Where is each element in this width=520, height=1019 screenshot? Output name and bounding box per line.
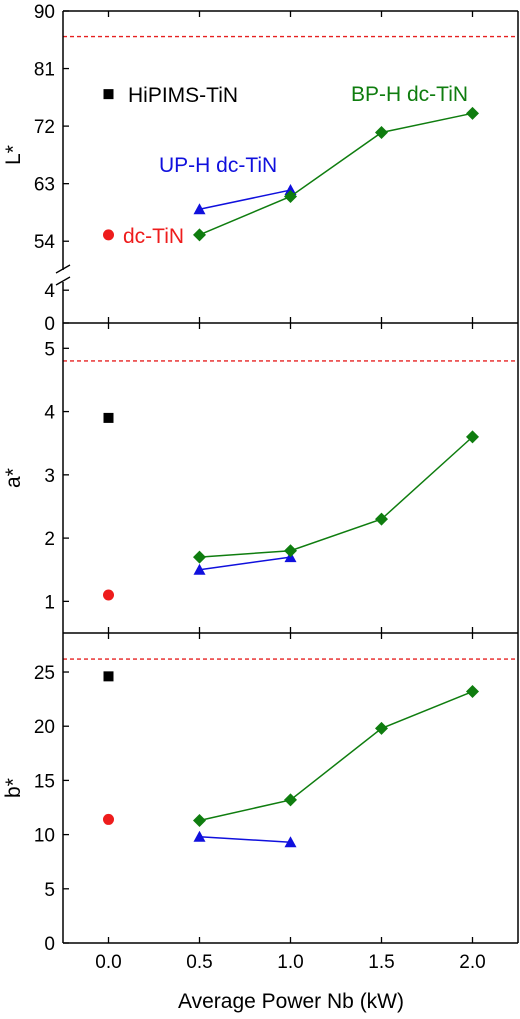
- point-L-bph-2: [375, 126, 388, 140]
- point-a-uph-0: [193, 563, 206, 575]
- point-L-bph-1: [284, 189, 297, 203]
- point-L-bph-0: [193, 228, 206, 242]
- point-L-bph-3: [466, 106, 479, 120]
- point-L-uph-1: [284, 184, 297, 196]
- y-tick-label-a-5: 5: [44, 339, 55, 360]
- point-b-bph-1: [284, 793, 297, 807]
- x-axis-label: Average Power Nb (kW): [178, 990, 404, 1013]
- legend-label-hipims: HiPIMS-TiN: [128, 84, 238, 107]
- frame: [55, 10, 519, 944]
- x-tick-label-1.5: 1.5: [368, 952, 394, 973]
- y-tick-label-b-15: 15: [34, 771, 55, 792]
- series-line-a-uph: [199, 556, 291, 571]
- point-b-dc-0: [103, 813, 114, 825]
- point-b-bph-2: [375, 721, 388, 735]
- y-tick-label-b-5: 5: [44, 880, 55, 901]
- y-tick-label-a-1: 1: [44, 592, 55, 613]
- point-a-bph-3: [466, 430, 479, 444]
- y-tick-label-a-4: 4: [44, 403, 55, 424]
- y-tick-label-L-54: 54: [34, 232, 56, 253]
- y-tick-label-L-90: 90: [34, 2, 55, 23]
- y-axis-label-b: b*: [2, 778, 25, 798]
- point-b-bph-0: [193, 814, 206, 828]
- x-tick-label-1.0: 1.0: [277, 952, 303, 973]
- point-b-bph-3: [466, 685, 479, 699]
- legend-label-bph: BP-H dc-TiN: [351, 83, 468, 106]
- y-tick-label-a-2: 2: [44, 529, 55, 550]
- y-tick-label-L-63: 63: [34, 175, 55, 196]
- point-L-uph-0: [193, 203, 206, 215]
- axis-break-mark-1: [55, 264, 71, 274]
- axis-break-mark-2: [55, 276, 71, 286]
- point-a-dc-0: [103, 589, 114, 601]
- y-tick-label-L-4: 4: [44, 281, 55, 302]
- point-a-bph-0: [193, 550, 206, 564]
- y-tick-label-L-72: 72: [34, 117, 55, 138]
- point-a-bph-1: [284, 544, 297, 558]
- point-L-hipims-0: [103, 89, 114, 100]
- x-tick-label-0.0: 0.0: [95, 952, 121, 973]
- series-line-b-uph: [199, 836, 291, 843]
- series-line-b-bph: [199, 690, 473, 822]
- point-a-hipims-0: [103, 412, 114, 423]
- point-b-uph-0: [193, 830, 206, 842]
- series-line-L-uph: [199, 189, 291, 210]
- y-tick-label-L-0: 0: [44, 314, 55, 335]
- point-b-hipims-0: [103, 671, 114, 682]
- legend-label-dc: dc-TiN: [123, 225, 184, 248]
- y-tick-label-L-81: 81: [34, 60, 55, 81]
- y-tick-label-b-20: 20: [34, 717, 55, 738]
- y-tick-label-b-0: 0: [44, 934, 55, 955]
- y-tick-label-b-25: 25: [34, 663, 55, 684]
- legend-label-uph: UP-H dc-TiN: [159, 154, 277, 177]
- panel-L: 0 4 54 63 72 81 90 L* HiPIMS-TiN dc-TiN UP-H dc-Ti…: [2, 2, 518, 335]
- y-axis-label-L: L*: [2, 145, 25, 165]
- point-a-bph-2: [375, 512, 388, 526]
- series-line-a-bph: [199, 436, 474, 558]
- y-axis-label-a: a*: [2, 468, 25, 488]
- point-b-uph-1: [284, 836, 297, 848]
- y-tick-label-b-10: 10: [34, 826, 55, 847]
- panel-b: 0 5 10 15 20 25 b* 0.0 0.5 1.0 1.5 2.0: [2, 633, 518, 973]
- x-tick-label-2.0: 2.0: [459, 952, 485, 973]
- panel-a: 1 2 3 4 5 a*: [2, 323, 518, 633]
- point-L-dc-0: [103, 229, 114, 241]
- y-tick-label-a-3: 3: [44, 466, 55, 487]
- series-line-L-bph: [199, 112, 473, 236]
- x-tick-label-0.5: 0.5: [186, 952, 212, 973]
